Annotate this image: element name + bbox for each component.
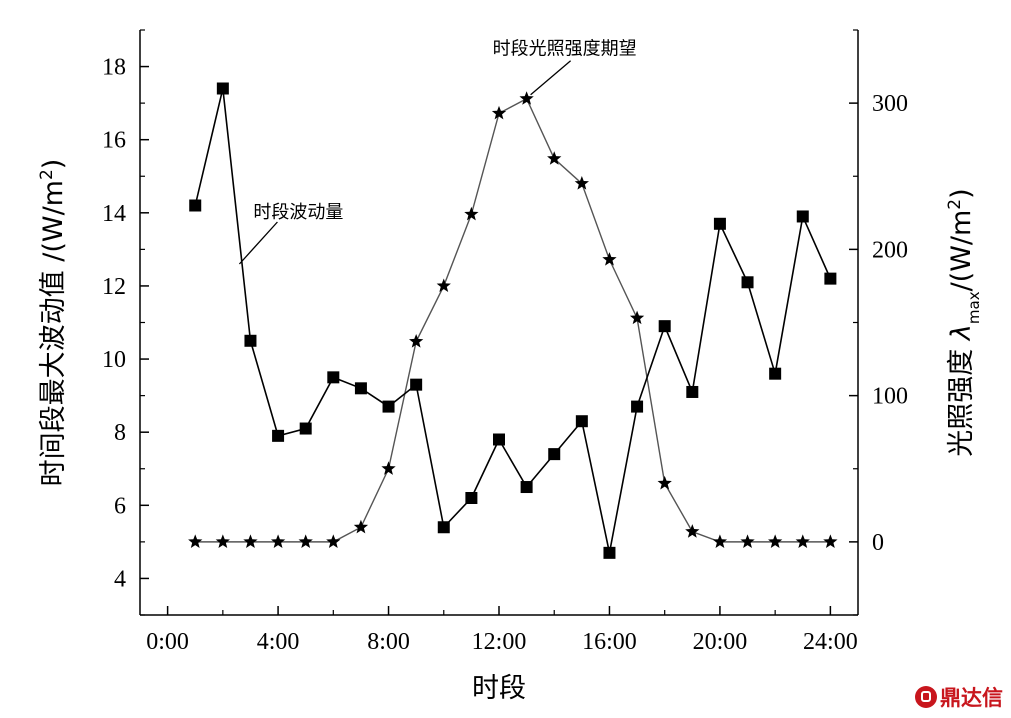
data-point-star — [381, 461, 396, 475]
data-point-star — [326, 534, 341, 548]
data-point-star — [491, 105, 507, 120]
data-point-square — [741, 276, 754, 289]
data-point-square — [796, 210, 809, 223]
data-point-star — [823, 534, 838, 548]
y-right-tick-label: 200 — [872, 237, 908, 263]
y-right-axis-title: 光照强度 λmax/(W/m2) — [945, 188, 983, 456]
data-point-square — [272, 429, 285, 442]
data-point-star — [353, 519, 369, 534]
data-point-square — [603, 546, 616, 559]
data-point-star — [574, 176, 589, 190]
data-point-star — [657, 475, 672, 490]
data-point-star — [464, 206, 479, 221]
y-left-tick-label: 16 — [102, 128, 126, 154]
data-point-square — [713, 217, 726, 230]
data-point-star — [409, 334, 424, 348]
x-axis-title: 时段 — [472, 673, 526, 704]
data-point-star — [188, 534, 203, 548]
data-point-square — [327, 371, 340, 384]
x-tick-label: 0:00 — [146, 629, 189, 655]
data-point-star — [768, 534, 783, 548]
y-left-tick-label: 18 — [102, 55, 126, 81]
y-right-tick-label: 0 — [872, 530, 884, 556]
data-point-star — [519, 91, 534, 105]
x-tick-label: 4:00 — [257, 629, 300, 655]
data-point-square — [575, 415, 588, 428]
watermark-text: 鼎达信 — [940, 686, 1003, 710]
annotation-fluctuation-label: 时段波动量 — [253, 202, 343, 223]
data-point-square — [354, 382, 367, 395]
data-point-square — [299, 422, 312, 435]
data-point-square — [465, 492, 478, 504]
data-point-square — [216, 82, 229, 95]
data-point-star — [602, 252, 617, 266]
data-point-square — [824, 272, 837, 285]
annotation-leader — [238, 221, 278, 265]
y-left-tick-label: 12 — [102, 274, 126, 300]
x-tick-label: 8:00 — [367, 629, 410, 655]
watermark: 鼎达信 — [915, 682, 1003, 712]
data-point-square — [437, 521, 450, 534]
y-left-tick-label: 6 — [114, 493, 126, 519]
y-left-axis-title: 时间段最大波动值 /(W/m2) — [37, 159, 69, 487]
x-tick-label: 20:00 — [693, 629, 748, 655]
data-point-star — [795, 534, 810, 548]
watermark-logo-icon — [915, 686, 937, 708]
data-point-square — [686, 385, 699, 398]
data-point-square — [493, 433, 505, 446]
y-right-tick-label: 300 — [872, 91, 908, 117]
data-point-square — [658, 320, 671, 333]
y-left-tick-label: 10 — [102, 347, 126, 373]
data-point-square — [244, 334, 257, 347]
data-point-star — [712, 534, 728, 548]
data-point-square — [769, 367, 782, 380]
x-tick-label: 12:00 — [472, 629, 527, 655]
data-point-square — [410, 378, 423, 391]
data-point-star — [740, 534, 755, 548]
annotation-leader — [530, 60, 572, 96]
series-line-square — [194, 88, 832, 554]
data-point-star — [685, 524, 700, 538]
y-left-tick-label: 4 — [114, 566, 126, 592]
y-left-tick-label: 8 — [114, 420, 126, 446]
data-point-star — [547, 151, 562, 165]
data-point-star — [298, 534, 313, 548]
y-right-tick-label: 100 — [872, 384, 908, 410]
series-line-star — [195, 97, 831, 543]
data-point-star — [436, 278, 451, 293]
data-point-square — [631, 400, 644, 413]
data-point-square — [189, 199, 202, 212]
y-left-tick-label: 14 — [102, 201, 126, 227]
x-tick-label: 24:00 — [803, 629, 858, 655]
data-point-square — [382, 400, 395, 413]
data-point-square — [548, 448, 561, 461]
data-point-star — [270, 534, 286, 548]
annotation-expectation-label: 时段光照强度期望 — [493, 39, 637, 60]
data-point-star — [215, 534, 230, 548]
x-tick-label: 16:00 — [582, 629, 637, 655]
data-point-star — [243, 534, 258, 548]
data-point-star — [629, 310, 645, 325]
data-point-square — [520, 481, 533, 494]
